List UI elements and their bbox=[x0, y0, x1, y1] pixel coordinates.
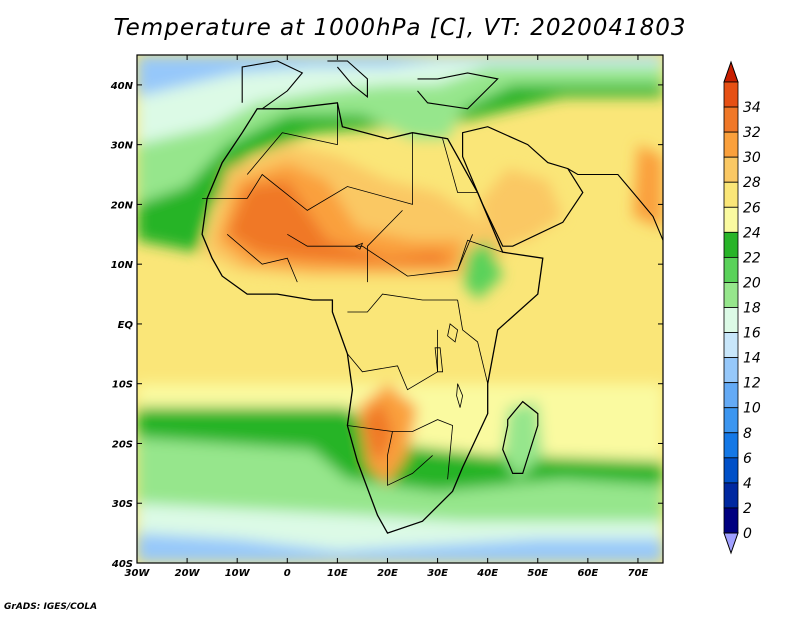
colorbar-box bbox=[723, 256, 739, 283]
country-border-5 bbox=[347, 329, 439, 391]
colorbar-box bbox=[723, 231, 739, 258]
lon-tick-label: 20E bbox=[377, 568, 398, 579]
colorbar-level-label: 0 bbox=[743, 526, 752, 542]
colorbar-level-label: 22 bbox=[743, 250, 761, 266]
lake-outline-3 bbox=[456, 383, 464, 408]
lat-tick-label: 20S bbox=[112, 439, 133, 450]
country-border-4 bbox=[347, 293, 458, 313]
lon-tick-label: 70E bbox=[628, 568, 649, 579]
lon-tick-label: 10E bbox=[327, 568, 348, 579]
colorbar-box bbox=[723, 507, 739, 534]
colorbar-box bbox=[723, 482, 739, 509]
colorbar-box bbox=[723, 206, 739, 233]
colorbar-box bbox=[723, 432, 739, 459]
colorbar-level-label: 32 bbox=[743, 125, 761, 141]
colorbar-level-label: 4 bbox=[743, 476, 752, 492]
colorbar-box bbox=[723, 307, 739, 333]
lat-tick-label: 10N bbox=[111, 260, 134, 271]
map-frame bbox=[136, 54, 664, 564]
colorbar-level-label: 20 bbox=[743, 275, 761, 291]
country-border-11 bbox=[442, 138, 478, 193]
country-border-12 bbox=[226, 233, 298, 283]
lon-tick-label: 0 bbox=[284, 568, 291, 579]
iberia-coastline bbox=[241, 60, 304, 110]
colorbar-level-label: 30 bbox=[743, 150, 761, 166]
lake-outline-4 bbox=[353, 242, 364, 250]
temperature-region-15 bbox=[362, 401, 393, 462]
map-title: Temperature at 1000hPa [C], VT: 20200418… bbox=[113, 15, 687, 41]
lon-tick-label: 60E bbox=[577, 568, 598, 579]
colorbar-level-label: 26 bbox=[743, 200, 761, 216]
temperature-region-13 bbox=[477, 168, 563, 247]
country-border-2 bbox=[246, 102, 338, 175]
colorbar-level-label: 18 bbox=[743, 301, 761, 317]
lat-tick-label: 40N bbox=[110, 81, 134, 92]
colorbar-level-label: 12 bbox=[743, 376, 761, 392]
lon-tick-label: 30W bbox=[125, 568, 151, 579]
colorbar-level-label: 2 bbox=[743, 501, 752, 517]
country-border-7 bbox=[387, 431, 433, 486]
lat-tick-label: 10S bbox=[112, 380, 133, 391]
colorbar-box bbox=[723, 407, 739, 434]
colorbar-box bbox=[723, 382, 739, 409]
colorbar-box bbox=[723, 457, 739, 484]
turkey-coastline bbox=[417, 72, 499, 110]
temperature-region-17 bbox=[502, 401, 543, 480]
country-border-8 bbox=[457, 299, 489, 384]
lon-tick-label: 20W bbox=[175, 568, 201, 579]
colorbar-box bbox=[723, 106, 739, 133]
colorbar-box bbox=[723, 357, 739, 384]
lat-tick-label: 40S bbox=[111, 559, 133, 570]
temperature-region-16 bbox=[462, 240, 503, 300]
colorbar-level-label: 14 bbox=[743, 351, 761, 367]
italy-coastline bbox=[327, 60, 368, 98]
temperature-region-12 bbox=[227, 180, 453, 265]
colorbar-level-label: 8 bbox=[743, 426, 752, 442]
colorbar-box bbox=[723, 156, 739, 183]
country-border-9 bbox=[457, 239, 503, 271]
colorbar-level-label: 16 bbox=[743, 326, 761, 342]
lon-tick-label: 10W bbox=[225, 568, 251, 579]
south-asia-coastline bbox=[567, 168, 663, 241]
colorbar-level-label: 34 bbox=[743, 100, 761, 116]
lat-tick-label: 20N bbox=[111, 200, 134, 211]
country-border-13 bbox=[366, 210, 403, 283]
colorbar-box bbox=[723, 81, 739, 108]
temperature-region-9 bbox=[137, 55, 663, 97]
colorbar-level-label: 28 bbox=[743, 175, 761, 191]
temperature-region-8 bbox=[137, 55, 663, 145]
credit-label: GrADS: IGES/COLA bbox=[4, 602, 98, 612]
lat-tick-label: EQ bbox=[118, 320, 134, 331]
lon-tick-label: 50E bbox=[527, 568, 548, 579]
madagascar-coastline bbox=[502, 400, 539, 474]
lake-outline-1 bbox=[447, 323, 459, 343]
colorbar-level-label: 10 bbox=[743, 401, 761, 417]
colorbar-box bbox=[723, 131, 739, 158]
lake-outline-2 bbox=[434, 347, 444, 373]
country-border-3 bbox=[287, 233, 473, 277]
temperature-region-18 bbox=[632, 144, 663, 229]
lon-tick-label: 40E bbox=[476, 568, 498, 579]
colorbar-level-label: 24 bbox=[743, 225, 761, 241]
colorbar-box bbox=[723, 181, 739, 208]
country-border-6 bbox=[347, 419, 454, 480]
colorbar-min-triangle bbox=[723, 532, 739, 555]
lat-tick-label: 30S bbox=[112, 499, 133, 510]
coastlines-borders bbox=[201, 60, 663, 534]
arabia-coastline bbox=[462, 126, 584, 247]
colorbar-box bbox=[723, 282, 739, 308]
country-border-1 bbox=[202, 173, 413, 211]
colorbar-max-triangle bbox=[723, 60, 739, 83]
colorbar-level-label: 6 bbox=[743, 451, 752, 467]
africa-coastline bbox=[201, 102, 544, 534]
temperature-region-5 bbox=[137, 533, 663, 563]
colorbar-box bbox=[723, 332, 739, 359]
temperature-field bbox=[137, 55, 663, 563]
lon-tick-label: 30E bbox=[427, 568, 448, 579]
lat-tick-label: 30N bbox=[111, 141, 134, 152]
